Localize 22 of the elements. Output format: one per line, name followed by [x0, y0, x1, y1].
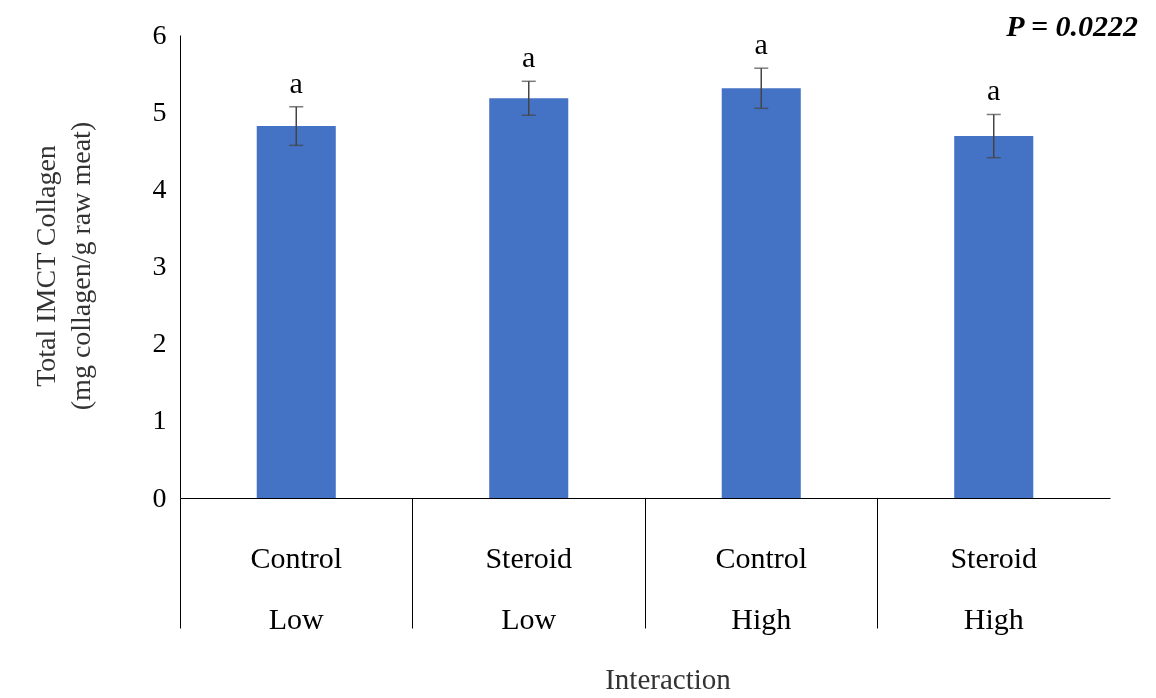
x-axis-title: Interaction — [605, 663, 732, 695]
annotation: a — [289, 65, 303, 99]
y-tick-label: 4 — [152, 172, 167, 204]
y-tick-label: 6 — [152, 18, 167, 50]
annotation: a — [522, 40, 536, 74]
y-axis-title: Total IMCT Collagen (mg collagen/g raw meat) — [30, 121, 96, 411]
y-tick-label: 5 — [152, 95, 167, 127]
annotation: a — [987, 73, 1001, 107]
x-tick-label: Control Low — [250, 540, 343, 635]
y-tick-label: 2 — [152, 327, 167, 359]
bar — [489, 98, 569, 498]
annotation: P = 0.0222 — [1005, 9, 1138, 42]
x-tick-label: Steroid Low — [485, 540, 573, 635]
y-tick-label: 3 — [152, 250, 167, 281]
y-tick-label: 0 — [152, 481, 167, 513]
x-tick-label: Control High — [715, 540, 808, 635]
annotation: a — [754, 27, 768, 61]
x-tick-label: Steroid High — [950, 540, 1038, 635]
bar — [256, 126, 336, 498]
bar — [721, 88, 801, 498]
bar — [954, 136, 1034, 498]
y-tick-label: 1 — [152, 404, 167, 436]
